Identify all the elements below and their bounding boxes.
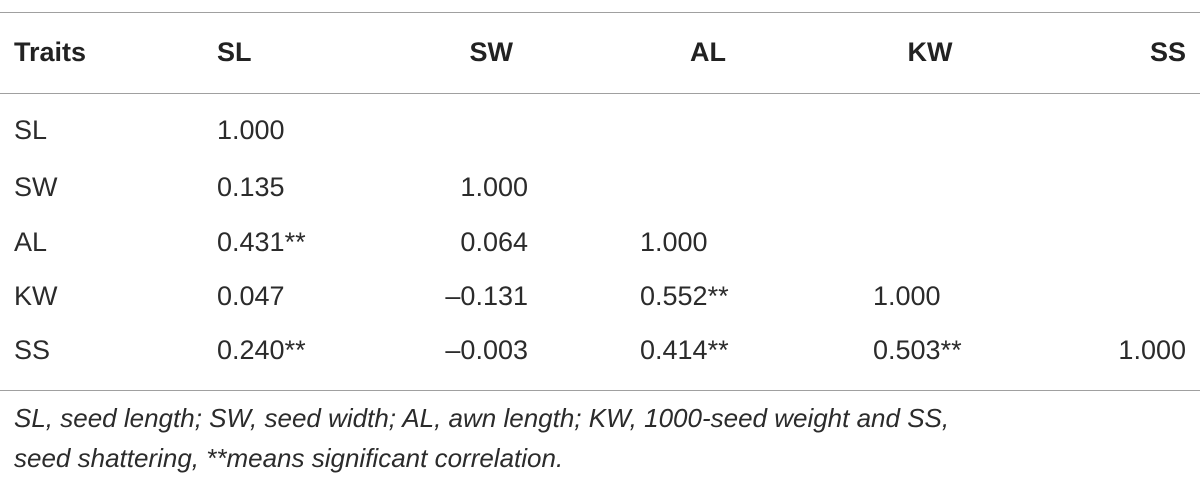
bottom-rule [0, 390, 1200, 391]
table-cell: 0.240** [217, 335, 306, 365]
row-label: SW [14, 172, 58, 202]
footnote: seed shattering, **means significant cor… [14, 443, 564, 473]
table-cell: 0.047 [217, 281, 285, 311]
footnote: SL, seed length; SW, seed width; AL, awn… [14, 403, 950, 433]
top-rule [0, 12, 1200, 13]
table-cell: 1.000 [217, 115, 285, 145]
table-cell: 1.000 [1118, 335, 1186, 365]
table-cell: 0.552** [640, 281, 729, 311]
header-cell: SS [1149, 37, 1186, 67]
header-cell: SW [469, 37, 514, 67]
row-label: KW [14, 281, 58, 311]
header-cell: KW [907, 37, 953, 67]
table-cell: 0.431** [217, 227, 306, 257]
header-cell: SL [217, 37, 252, 67]
table-cell: 0.135 [217, 172, 285, 202]
table-cell: 1.000 [873, 281, 941, 311]
header-cell: Traits [14, 37, 87, 67]
row-label: SS [14, 335, 51, 365]
table-cell: 0.414** [640, 335, 729, 365]
table-cell: –0.131 [445, 281, 528, 311]
table-cell: 1.000 [460, 172, 528, 202]
table-cell: 0.064 [460, 227, 528, 257]
row-label: SL [14, 115, 48, 145]
table-cell: 1.000 [640, 227, 708, 257]
row-label: AL [14, 227, 48, 257]
table-cell: 0.503** [873, 335, 962, 365]
header-cell: AL [690, 37, 726, 67]
header-rule [0, 93, 1200, 94]
table-cell: –0.003 [445, 335, 528, 365]
